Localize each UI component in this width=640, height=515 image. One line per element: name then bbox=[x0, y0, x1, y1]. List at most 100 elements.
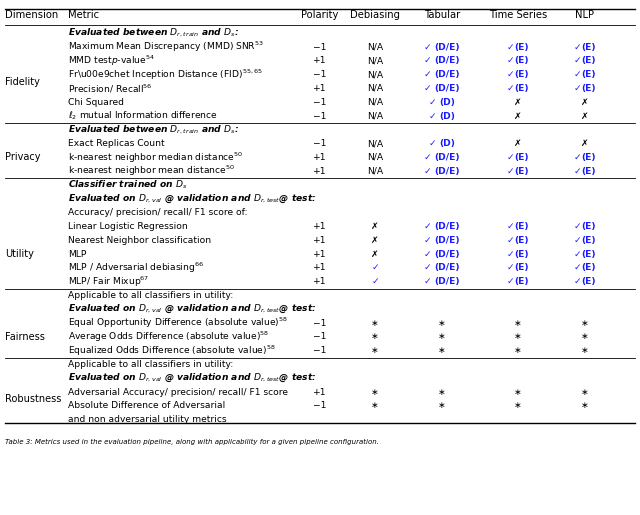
Text: (E): (E) bbox=[582, 84, 596, 93]
Text: Exact Replicas Count: Exact Replicas Count bbox=[68, 139, 164, 148]
Text: ✓: ✓ bbox=[424, 277, 435, 286]
Text: +1: +1 bbox=[313, 167, 327, 176]
Text: ∗: ∗ bbox=[581, 346, 589, 355]
Text: $\ell_2$ mutual Information difference: $\ell_2$ mutual Information difference bbox=[68, 110, 218, 123]
Text: (E): (E) bbox=[515, 277, 529, 286]
Text: Fr\u00e9chet Inception Distance (FID)$^{55,65}$: Fr\u00e9chet Inception Distance (FID)$^{… bbox=[68, 67, 263, 82]
Text: N/A: N/A bbox=[367, 56, 383, 65]
Text: ✓: ✓ bbox=[429, 112, 439, 121]
Text: k-nearest neighbor median distance$^{50}$: k-nearest neighbor median distance$^{50}… bbox=[68, 150, 243, 165]
Text: ✓: ✓ bbox=[424, 167, 435, 176]
Text: ∗: ∗ bbox=[371, 388, 379, 397]
Text: (D): (D) bbox=[439, 112, 455, 121]
Text: Table 3: Metrics used in the evaluation pipeline, along with applicability for a: Table 3: Metrics used in the evaluation … bbox=[5, 439, 379, 445]
Text: MLP: MLP bbox=[68, 250, 86, 259]
Text: (D/E): (D/E) bbox=[435, 43, 460, 52]
Text: ∗: ∗ bbox=[438, 388, 446, 397]
Text: N/A: N/A bbox=[367, 112, 383, 121]
Text: ✓: ✓ bbox=[424, 70, 435, 79]
Text: Fairness: Fairness bbox=[5, 332, 45, 342]
Text: ∗: ∗ bbox=[581, 319, 589, 328]
Text: ✓: ✓ bbox=[507, 84, 515, 93]
Text: (D/E): (D/E) bbox=[435, 153, 460, 162]
Text: Evaluated between $\mathit{D}_{r,train}$ and $\mathit{D}_s$:: Evaluated between $\mathit{D}_{r,train}$… bbox=[68, 27, 239, 40]
Text: Accuracy/ precision/ recall/ F1 score of:: Accuracy/ precision/ recall/ F1 score of… bbox=[68, 208, 248, 217]
Text: N/A: N/A bbox=[367, 167, 383, 176]
Text: ✓: ✓ bbox=[507, 167, 515, 176]
Text: ✓: ✓ bbox=[507, 236, 515, 245]
Text: Chi Squared: Chi Squared bbox=[68, 98, 124, 107]
Text: ✗: ✗ bbox=[371, 250, 379, 259]
Text: −1: −1 bbox=[314, 112, 326, 121]
Text: (E): (E) bbox=[515, 222, 529, 231]
Text: Classifier trained on $\mathit{D}_s$: Classifier trained on $\mathit{D}_s$ bbox=[68, 179, 188, 192]
Text: (D/E): (D/E) bbox=[435, 84, 460, 93]
Text: (E): (E) bbox=[582, 167, 596, 176]
Text: +1: +1 bbox=[313, 56, 327, 65]
Text: ∗: ∗ bbox=[371, 332, 379, 341]
Text: ✓: ✓ bbox=[574, 277, 582, 286]
Text: +1: +1 bbox=[313, 153, 327, 162]
Text: N/A: N/A bbox=[367, 84, 383, 93]
Text: ✓: ✓ bbox=[371, 277, 379, 286]
Text: ✓: ✓ bbox=[424, 43, 435, 52]
Text: ✓: ✓ bbox=[507, 250, 515, 259]
Text: Applicable to all classifiers in utility:: Applicable to all classifiers in utility… bbox=[68, 291, 233, 300]
Text: (E): (E) bbox=[515, 84, 529, 93]
Text: ✓: ✓ bbox=[507, 263, 515, 272]
Text: ∗: ∗ bbox=[438, 401, 446, 410]
Text: (D/E): (D/E) bbox=[435, 236, 460, 245]
Text: ✓: ✓ bbox=[574, 56, 582, 65]
Text: ✓: ✓ bbox=[507, 56, 515, 65]
Text: Evaluated on $\mathit{D}_{r,val}$ @ validation and $\mathit{D}_{r,test}$@ test:: Evaluated on $\mathit{D}_{r,val}$ @ vali… bbox=[68, 303, 316, 315]
Text: ✗: ✗ bbox=[371, 236, 379, 245]
Text: (E): (E) bbox=[515, 153, 529, 162]
Text: ✓: ✓ bbox=[507, 43, 515, 52]
Text: Polarity: Polarity bbox=[301, 10, 339, 20]
Text: +1: +1 bbox=[313, 388, 327, 397]
Text: (D/E): (D/E) bbox=[435, 277, 460, 286]
Text: ✗: ✗ bbox=[514, 139, 522, 148]
Text: (E): (E) bbox=[515, 43, 529, 52]
Text: (E): (E) bbox=[515, 263, 529, 272]
Text: ✓: ✓ bbox=[574, 84, 582, 93]
Text: ✓: ✓ bbox=[574, 70, 582, 79]
Text: Absolute Difference of Adversarial: Absolute Difference of Adversarial bbox=[68, 401, 225, 410]
Text: ✓: ✓ bbox=[507, 222, 515, 231]
Text: Fidelity: Fidelity bbox=[5, 77, 40, 87]
Text: Privacy: Privacy bbox=[5, 152, 40, 162]
Text: ∗: ∗ bbox=[514, 388, 522, 397]
Text: ∗: ∗ bbox=[371, 401, 379, 410]
Text: k-nearest neighbor mean distance$^{50}$: k-nearest neighbor mean distance$^{50}$ bbox=[68, 164, 235, 179]
Text: MMD test$p$-value$^{54}$: MMD test$p$-value$^{54}$ bbox=[68, 54, 155, 68]
Text: Equal Opportunity Difference (absolute value)$^{58}$: Equal Opportunity Difference (absolute v… bbox=[68, 316, 288, 330]
Text: MLP/ Fair Mixup$^{67}$: MLP/ Fair Mixup$^{67}$ bbox=[68, 274, 150, 289]
Text: (E): (E) bbox=[582, 43, 596, 52]
Text: +1: +1 bbox=[313, 84, 327, 93]
Text: ✗: ✗ bbox=[514, 112, 522, 121]
Text: ✓: ✓ bbox=[574, 167, 582, 176]
Text: ✓: ✓ bbox=[424, 153, 435, 162]
Text: Linear Logistic Regression: Linear Logistic Regression bbox=[68, 222, 188, 231]
Text: MLP / Adversarial debiasing$^{66}$: MLP / Adversarial debiasing$^{66}$ bbox=[68, 261, 204, 275]
Text: ✓: ✓ bbox=[507, 153, 515, 162]
Text: ∗: ∗ bbox=[514, 346, 522, 355]
Text: Metric: Metric bbox=[68, 10, 99, 20]
Text: (D): (D) bbox=[439, 98, 455, 107]
Text: +1: +1 bbox=[313, 222, 327, 231]
Text: −1: −1 bbox=[314, 70, 326, 79]
Text: −1: −1 bbox=[314, 332, 326, 341]
Text: ✓: ✓ bbox=[507, 70, 515, 79]
Text: ✓: ✓ bbox=[424, 222, 435, 231]
Text: ✓: ✓ bbox=[574, 236, 582, 245]
Text: (E): (E) bbox=[515, 56, 529, 65]
Text: ∗: ∗ bbox=[514, 401, 522, 410]
Text: Evaluated on $\mathit{D}_{r,val}$ @ validation and $\mathit{D}_{r,test}$@ test:: Evaluated on $\mathit{D}_{r,val}$ @ vali… bbox=[68, 372, 316, 384]
Text: ∗: ∗ bbox=[581, 401, 589, 410]
Text: +1: +1 bbox=[313, 250, 327, 259]
Text: ✓: ✓ bbox=[429, 139, 439, 148]
Text: (D): (D) bbox=[439, 139, 455, 148]
Text: and non adversarial utility metrics: and non adversarial utility metrics bbox=[68, 415, 227, 424]
Text: −1: −1 bbox=[314, 98, 326, 107]
Text: N/A: N/A bbox=[367, 70, 383, 79]
